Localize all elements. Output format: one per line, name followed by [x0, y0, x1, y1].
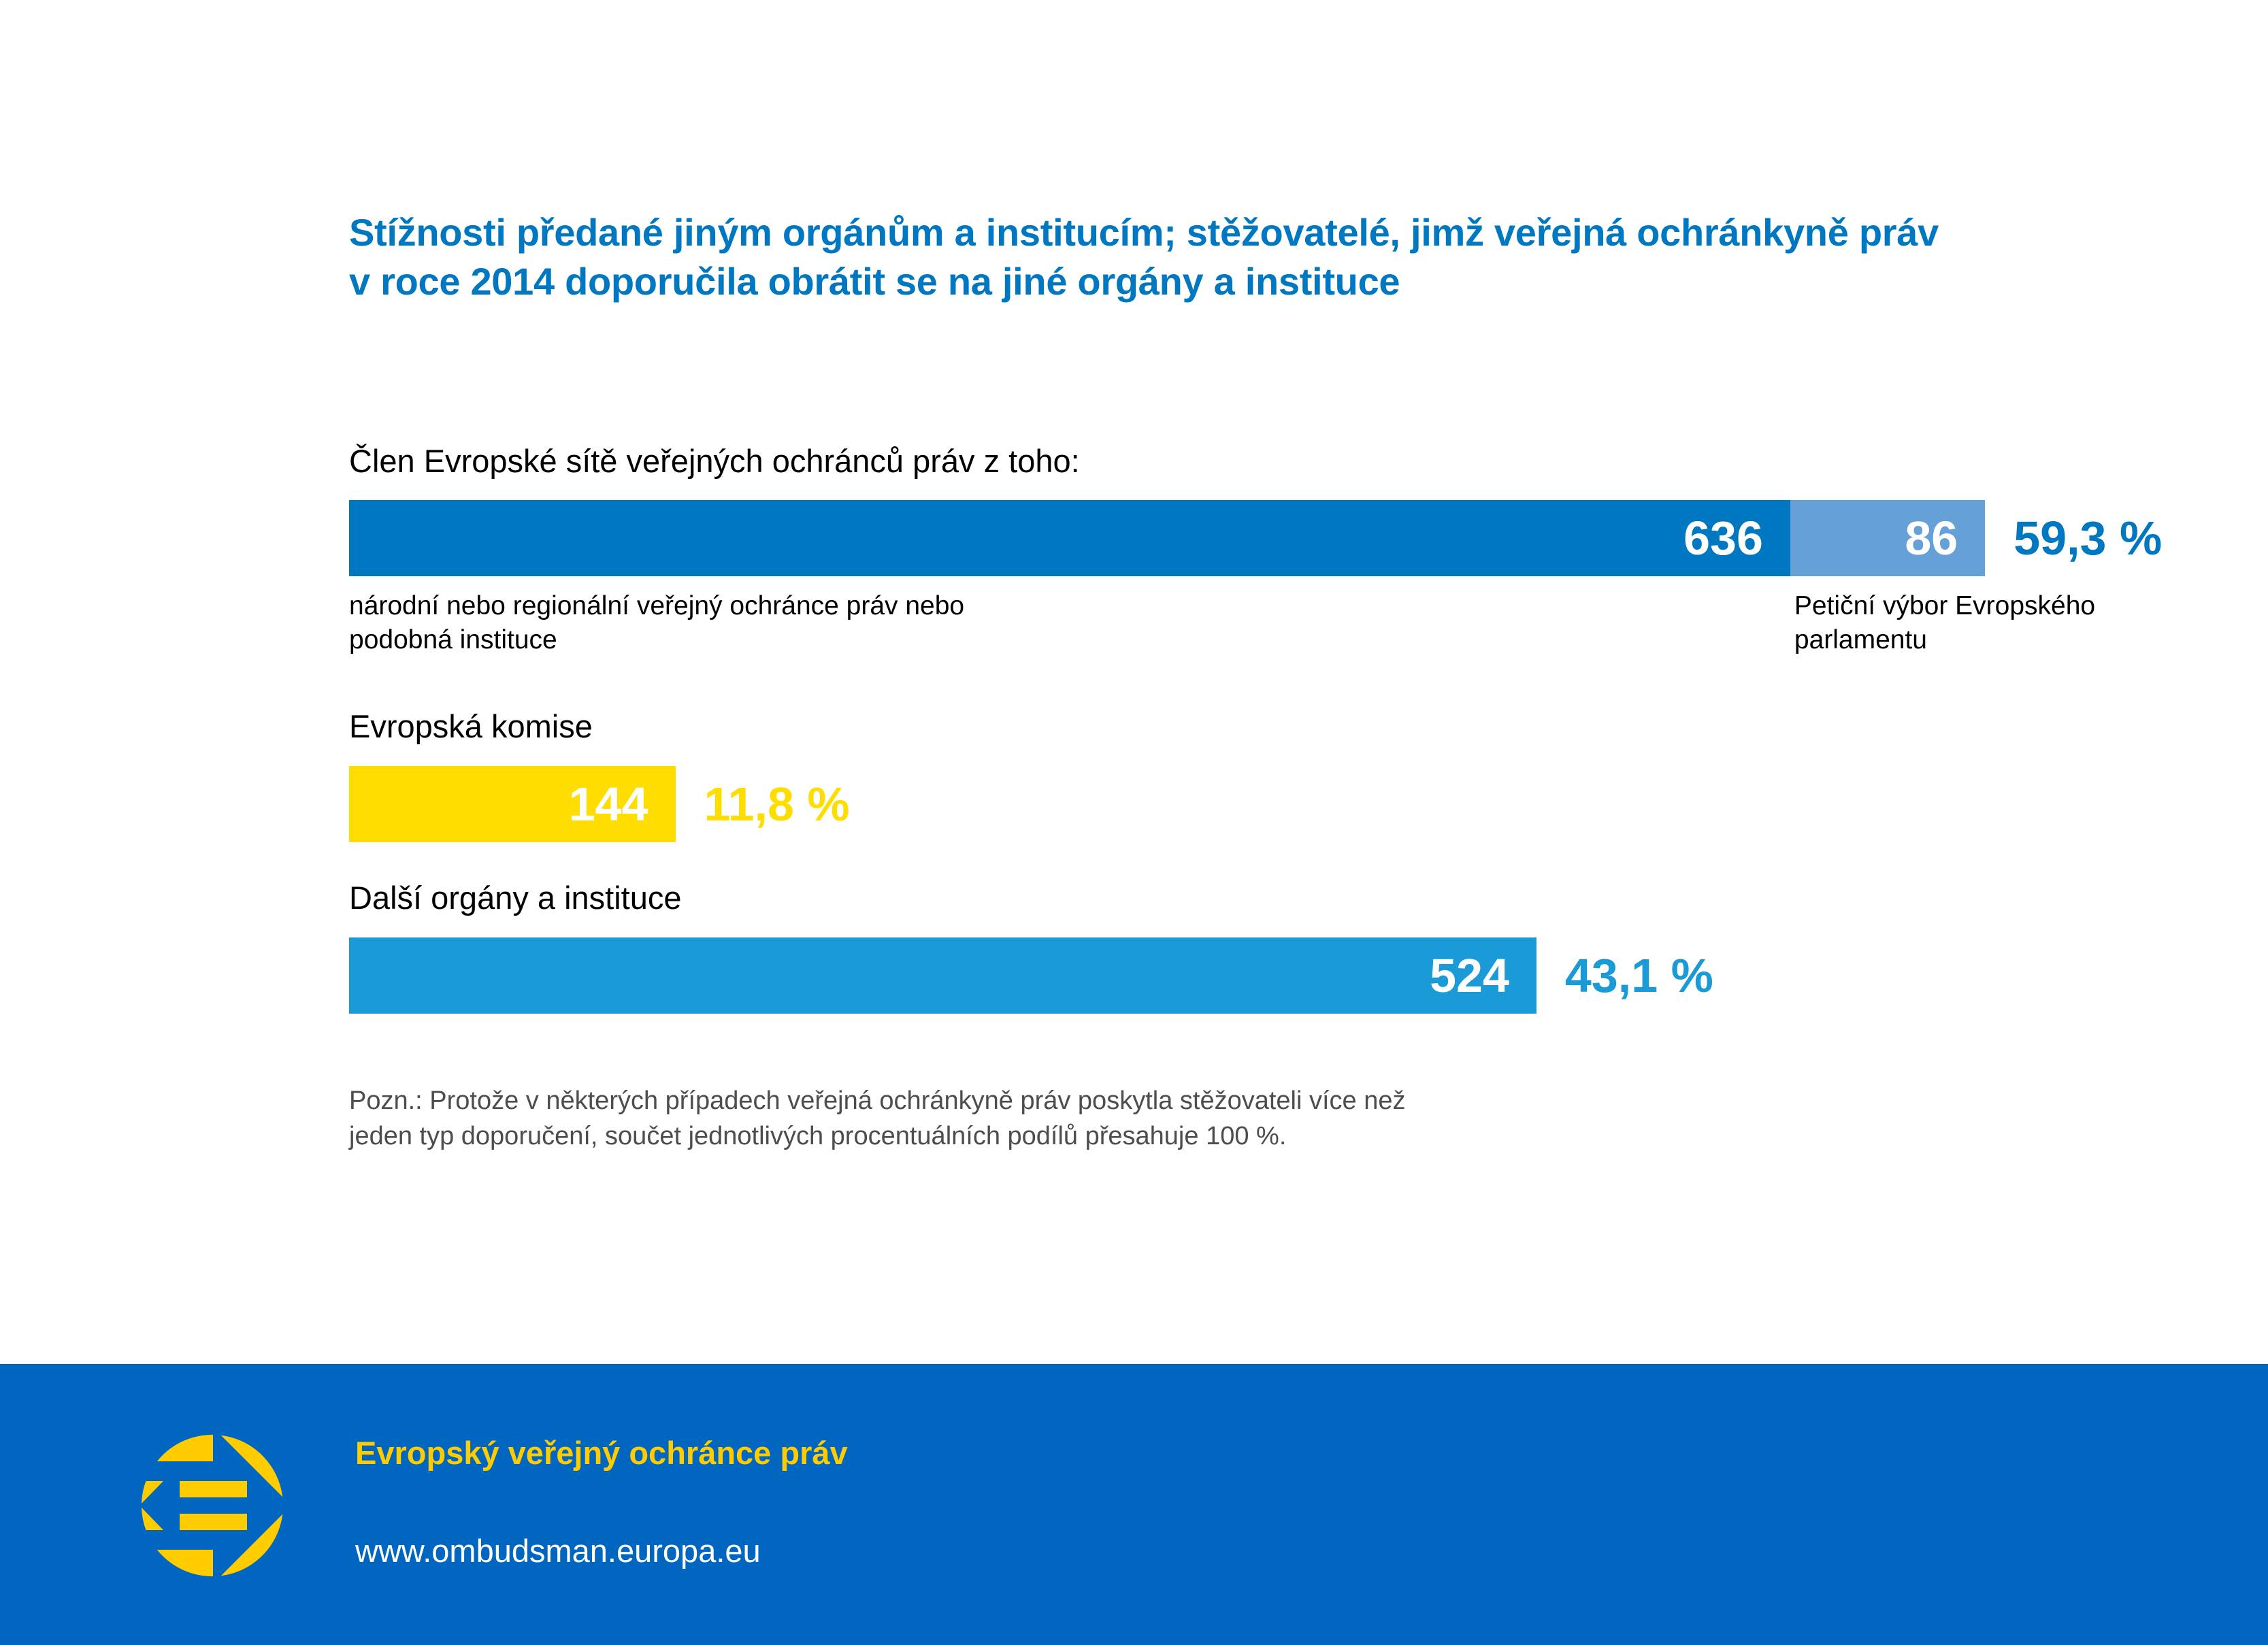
bar-value-european-commission: 144	[568, 778, 648, 831]
bar-national-ombudsman: 636	[349, 500, 1790, 576]
segment-label-national-ombudsman: národní nebo regionální veřejný ochránce…	[349, 589, 964, 657]
chart-title-line-1: Stížnosti předané jiným orgánům a instit…	[349, 211, 1939, 254]
percent-label-ombudsman-network: 59,3 %	[2014, 512, 2163, 565]
bar-value-petitions-committee: 86	[1905, 512, 1958, 565]
segment-label-petitions-committee: Petiční výbor Evropského parlamentu	[1794, 589, 2095, 657]
bar-other-bodies: 524	[349, 937, 1536, 1014]
bar-value-other-bodies: 524	[1430, 949, 1509, 1002]
percent-label-other-bodies: 43,1 %	[1564, 949, 1713, 1002]
footer-band	[0, 1364, 2268, 1645]
segment-label-national-ombudsman-line-1: národní nebo regionální veřejný ochránce…	[349, 591, 965, 620]
row-label-other-bodies: Další orgány a instituce	[349, 880, 682, 916]
segment-label-petitions-committee-line-1: Petiční výbor Evropského	[1794, 591, 2096, 620]
segment-label-petitions-committee-line-2: parlamentu	[1794, 625, 1927, 654]
footnote-line-1: Pozn.: Protože v některých případech veř…	[349, 1086, 1406, 1115]
footer-organization-name: Evropský veřejný ochránce práv	[355, 1435, 848, 1471]
european-ombudsman-logo-icon	[142, 1435, 283, 1576]
segment-label-national-ombudsman-line-2: podobná instituce	[349, 625, 557, 654]
row-label-european-commission: Evropská komise	[349, 708, 593, 744]
bar-value-national-ombudsman: 636	[1683, 512, 1763, 565]
percent-label-european-commission: 11,8 %	[704, 778, 850, 831]
bar-european-commission: 144	[349, 766, 676, 842]
chart-title-line-2: v roce 2014 doporučila obrátit se na jin…	[349, 260, 1400, 303]
chart-title: Stížnosti předané jiným orgánům a instit…	[349, 208, 2241, 306]
footnote: Pozn.: Protože v některých případech veř…	[349, 1083, 1406, 1154]
footnote-line-2: jeden typ doporučení, součet jednotlivýc…	[349, 1122, 1287, 1150]
row-label-ombudsman-network: Člen Evropské sítě veřejných ochránců pr…	[349, 443, 1080, 479]
bar-petitions-committee: 86	[1790, 500, 1986, 576]
footer-website-link[interactable]: www.ombudsman.europa.eu	[355, 1533, 761, 1569]
